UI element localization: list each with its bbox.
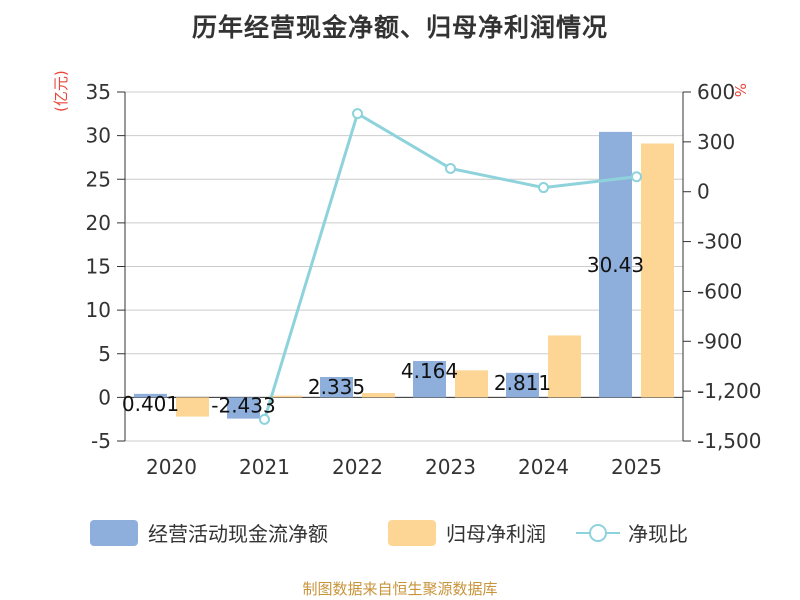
y-right-tick-label: -1,500 [697, 429, 761, 453]
legend-item-cashflow[interactable]: 经营活动现金流净额 [90, 518, 328, 547]
bar-data-label: -2.433 [211, 393, 275, 417]
legend-swatch-net-profit [388, 519, 436, 546]
bar [455, 370, 488, 398]
bar [599, 131, 632, 398]
legend-label-cashflow: 经营活动现金流净额 [148, 522, 328, 546]
bar-data-label: 0.401 [122, 392, 179, 416]
bar [320, 377, 353, 398]
y-left-tick-label: 0 [98, 385, 111, 409]
line-point [538, 182, 549, 194]
y-left-tick-label: -5 [91, 429, 111, 453]
bar [641, 143, 674, 398]
y-right-tick-label: -300 [697, 230, 742, 254]
y-left-tick-label: 15 [86, 255, 111, 279]
y-right-tick-label: -1,200 [697, 379, 761, 403]
legend-line-icon [576, 520, 620, 546]
bar-data-label: 2.335 [308, 375, 365, 399]
line-point [352, 108, 363, 120]
x-tick-label: 2023 [425, 455, 476, 479]
bar [269, 395, 302, 398]
bar-data-label: 30.43 [587, 253, 644, 277]
bar [506, 372, 539, 398]
y-right-tick-label: 0 [697, 180, 710, 204]
x-tick-label: 2024 [518, 455, 569, 479]
bar [362, 393, 395, 398]
y-left-tick-label: 10 [86, 298, 111, 322]
legend-swatch-cashflow [90, 519, 138, 546]
y-left-tick-label: 25 [86, 167, 111, 191]
x-tick-label: 2021 [239, 455, 290, 479]
legend-item-net-profit[interactable]: 归母净利润 [388, 518, 546, 547]
x-tick-label: 2025 [611, 455, 662, 479]
bar [227, 397, 260, 419]
y-left-tick-label: 35 [86, 80, 111, 104]
y-left-tick-label: 5 [98, 342, 111, 366]
chart-title: 历年经营现金净额、归母净利润情况 [191, 13, 608, 42]
bar [413, 361, 446, 398]
legend-label-net-profit: 归母净利润 [446, 522, 546, 546]
y-right-tick-label: -900 [697, 329, 742, 353]
y-right-tick-label: -600 [697, 279, 742, 303]
legend-label-cash-ratio: 净现比 [628, 522, 688, 546]
bar [176, 397, 209, 417]
x-tick-label: 2020 [146, 455, 197, 479]
bar-data-label: 2.811 [494, 371, 551, 395]
y-right-tick-label: 300 [697, 130, 735, 154]
legend: 经营活动现金流净额 归母净利润 净现比 [0, 518, 800, 558]
y-left-tick-label: 20 [86, 211, 111, 235]
bar [548, 335, 581, 398]
y-right-tick-label: 600 [697, 80, 735, 104]
bar [134, 393, 167, 398]
legend-item-cash-ratio[interactable]: 净现比 [576, 518, 688, 547]
bar-data-label: 4.164 [401, 359, 458, 383]
y-left-tick-label: 30 [86, 124, 111, 148]
source-note: 制图数据来自恒生聚源数据库 [302, 580, 498, 598]
x-tick-label: 2022 [332, 455, 383, 479]
line-point [259, 413, 270, 425]
line-point [445, 162, 456, 174]
line-point [631, 171, 642, 183]
